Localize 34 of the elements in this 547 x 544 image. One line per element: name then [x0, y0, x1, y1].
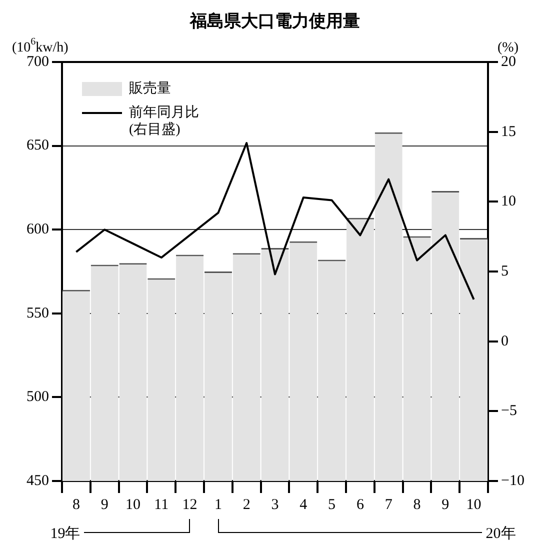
- x-tick-label: 10: [126, 496, 140, 513]
- x-tick-label: 4: [300, 496, 308, 513]
- x-tick-label: 12: [182, 496, 198, 513]
- y-tick-label: 700: [26, 54, 49, 70]
- y2-tick-label: −5: [501, 403, 517, 420]
- x-tick-label: 8: [413, 496, 421, 513]
- x-tick-label: 11: [154, 496, 169, 513]
- x-tick-label: 7: [384, 496, 393, 513]
- y2-axis-title: (%): [498, 40, 519, 56]
- x-tick-label: 5: [328, 496, 336, 513]
- y2-tick-label: 20: [501, 54, 516, 70]
- y2-tick-label: 15: [501, 124, 516, 140]
- legend-label: 販売量: [129, 80, 171, 97]
- x-tick-label: 8: [72, 496, 80, 513]
- y2-tick-label: 5: [501, 263, 508, 280]
- text: 19年: [50, 525, 80, 543]
- chart-title: 福島県大口電力使用量: [189, 11, 360, 32]
- y-tick-label: 450: [26, 472, 49, 489]
- y2-tick-label: 10: [501, 194, 516, 210]
- x-tick-label: 9: [100, 496, 108, 513]
- x-tick-label: 1: [214, 496, 222, 513]
- y2-tick-label: 0: [501, 333, 508, 350]
- y-tick-label: 550: [26, 305, 49, 322]
- x-tick-label: 3: [271, 496, 279, 513]
- text: 20年: [486, 525, 516, 543]
- y-tick-label: 600: [26, 222, 49, 238]
- x-tick-label: 10: [466, 496, 482, 513]
- x-tick-label: 9: [442, 496, 450, 513]
- legend-label: 前年同月比 (右目盛): [129, 104, 199, 138]
- x-tick-label: 6: [356, 496, 364, 513]
- y-tick-label: 500: [26, 389, 49, 406]
- x-tick-label: 2: [242, 496, 250, 513]
- y-tick-label: 650: [26, 138, 49, 154]
- y2-tick-label: −10: [501, 472, 524, 489]
